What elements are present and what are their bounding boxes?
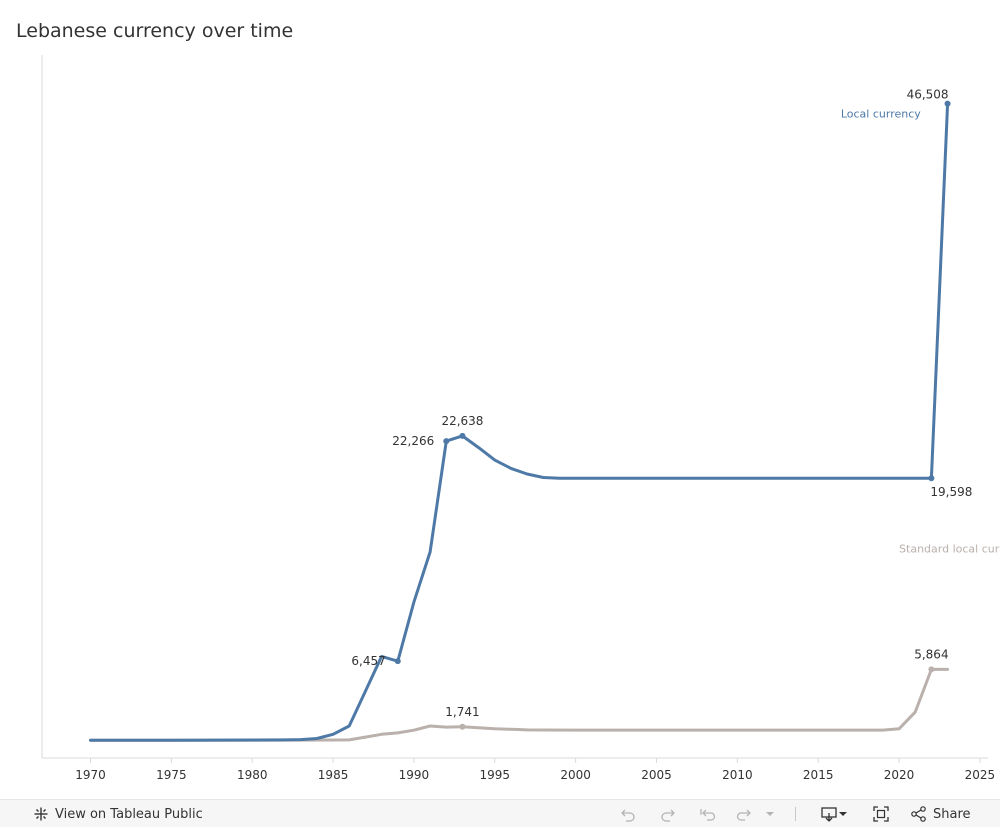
fullscreen-icon [872, 805, 890, 823]
data-point-marker [459, 723, 466, 730]
data-label: 19,598 [930, 485, 972, 499]
undo-icon [619, 805, 637, 823]
line-chart: 1970 1975 1980 1985 1990 1995 2000 2005 2010 2015… [41, 55, 1000, 782]
x-tick-label: 1990 [399, 768, 430, 782]
data-label: 1,741 [445, 705, 479, 719]
data-point-marker [928, 475, 935, 482]
tableau-logo-icon [32, 805, 50, 823]
data-point-marker [459, 432, 466, 439]
revert-icon [699, 805, 717, 823]
refresh-button[interactable] [735, 800, 753, 827]
share-button[interactable]: Share [910, 800, 971, 827]
undo-button[interactable] [619, 800, 637, 827]
chart-title: Lebanese currency over time [16, 20, 294, 42]
view-on-tableau-button[interactable]: View on Tableau Public [32, 800, 203, 827]
x-tick-label: 1975 [156, 768, 187, 782]
toolbar-divider [795, 807, 796, 821]
data-label: 22,266 [392, 434, 434, 448]
fullscreen-button[interactable] [872, 800, 890, 827]
x-tick-label: 2015 [803, 768, 834, 782]
data-label: 6,457 [351, 654, 385, 668]
x-tick-label: 2020 [884, 768, 915, 782]
series-layer: Standard local currency Local currency [89, 102, 1000, 742]
x-tick-label: 1970 [75, 768, 106, 782]
refresh-icon [735, 805, 753, 823]
dropdown-icon [761, 805, 779, 823]
data-point-marker [928, 666, 935, 673]
x-tick-label: 2025 [965, 768, 996, 782]
x-tick-label: 2000 [560, 768, 591, 782]
view-on-tableau-label: View on Tableau Public [55, 806, 203, 822]
data-point-marker [394, 658, 401, 665]
revert-button[interactable] [699, 800, 717, 827]
x-tick-label: 1995 [480, 768, 511, 782]
refresh-dropdown-button[interactable] [761, 800, 779, 827]
tableau-toolbar: View on Tableau Public [0, 799, 1000, 827]
redo-button[interactable] [659, 800, 677, 827]
dropdown-icon [838, 805, 848, 823]
download-icon [820, 805, 838, 823]
chart-axes: 1970 1975 1980 1985 1990 1995 2000 2005 2010 2015… [41, 55, 996, 782]
redo-icon [659, 805, 677, 823]
x-tick-label: 2010 [722, 768, 753, 782]
data-point-marker [944, 100, 951, 107]
annotation-layer: 6,457 22,266 22,638 19,598 46,508 1,741 5,864 [351, 88, 972, 730]
series-line-0 [89, 102, 950, 742]
share-label: Share [933, 806, 971, 822]
data-label: 5,864 [914, 647, 948, 661]
series-label: Standard local currency [899, 543, 1000, 556]
x-tick-label: 1985 [318, 768, 349, 782]
x-tick-label: 2005 [641, 768, 672, 782]
data-label: 46,508 [907, 88, 949, 102]
data-label: 22,638 [441, 414, 483, 428]
share-icon [910, 805, 928, 823]
data-point-marker [443, 438, 450, 445]
series-line-1 [89, 667, 950, 742]
x-tick-label: 1980 [237, 768, 268, 782]
download-button[interactable] [820, 800, 848, 827]
series-label: Local currency [841, 108, 921, 121]
